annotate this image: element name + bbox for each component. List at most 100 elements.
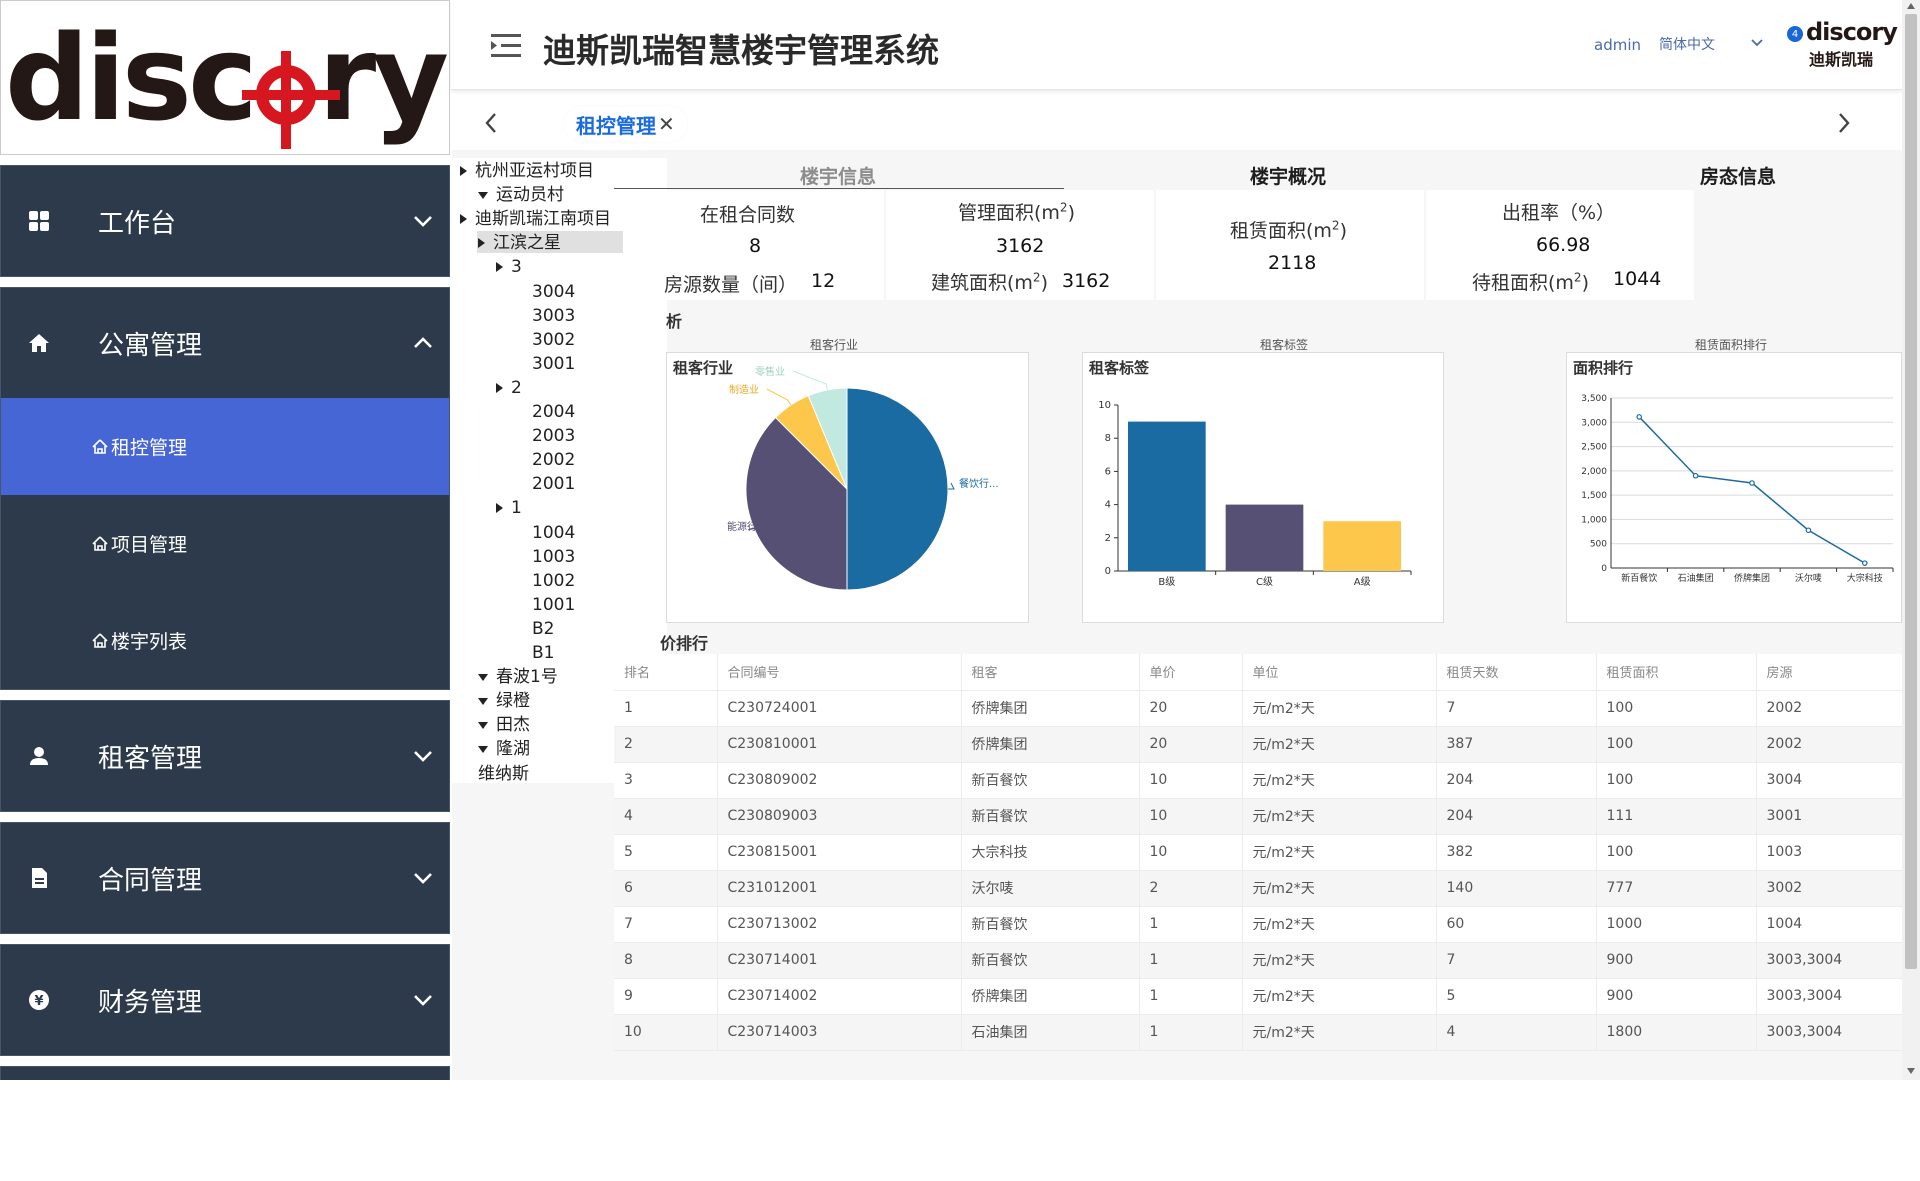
table-header-cell[interactable]: 合同编号 — [716, 654, 961, 691]
vertical-scrollbar[interactable] — [1902, 0, 1920, 1080]
tree-node[interactable]: 隆湖 — [478, 738, 530, 760]
caret-down-icon[interactable] — [478, 721, 488, 729]
x-tick-label: 石油集团 — [1678, 572, 1714, 584]
table-row[interactable]: 8 C230714001 新百餐饮 1 元/m2*天 7 900 3003,3004 — [614, 942, 1902, 979]
tree-node[interactable]: 1004 — [532, 522, 575, 544]
language-select[interactable]: 简体中文 — [1659, 37, 1715, 53]
y-tick-label: 3,500 — [1581, 394, 1607, 404]
tree-node[interactable]: 2002 — [532, 449, 575, 471]
tree-node[interactable]: 春波1号 — [478, 666, 558, 688]
scroll-up-icon[interactable] — [1907, 3, 1915, 9]
table-cell: 7 — [614, 906, 717, 943]
caret-right-icon[interactable] — [496, 262, 503, 273]
table-header-cell[interactable]: 单价 — [1138, 654, 1242, 691]
chevron-down-icon[interactable] — [1751, 38, 1763, 48]
pie-slice — [745, 416, 848, 591]
tree-node[interactable]: 3001 — [532, 353, 575, 375]
tab-underline — [614, 188, 1064, 189]
scrollbar-thumb[interactable] — [1905, 14, 1917, 969]
tree-node[interactable]: 3003 — [532, 305, 575, 327]
caret-right-icon[interactable] — [460, 166, 467, 176]
menu-toggle-icon[interactable] — [491, 32, 523, 60]
table-header-cell[interactable]: 租赁面积 — [1595, 654, 1756, 691]
caret-right-icon[interactable] — [478, 238, 485, 249]
table-row[interactable]: 6 C231012001 沃尔唛 2 元/m2*天 140 777 3002 — [614, 870, 1902, 907]
table-cell: 1 — [1138, 942, 1242, 979]
table-cell: 10 — [1138, 798, 1242, 835]
tree-node[interactable]: 1003 — [532, 546, 575, 568]
table-cell: 大宗科技 — [960, 834, 1139, 871]
menu-item-contract[interactable]: 合同管理 — [1, 823, 449, 933]
line-chart: 0 500 1,000 1,500 2,000 2,500 3,000 3,500 新百餐饮 石油… — [1581, 394, 1894, 584]
notification-badge[interactable]: 4 — [1787, 26, 1803, 42]
tree-node[interactable]: 田杰 — [478, 714, 530, 736]
tree-node[interactable]: B1 — [532, 642, 554, 664]
table-cell: 2 — [614, 726, 717, 763]
tab-building-overview[interactable]: 楼宇概况 — [1250, 166, 1327, 188]
close-icon[interactable]: ✕ — [658, 112, 675, 136]
tabs-scroll-right-button[interactable] — [1826, 105, 1862, 141]
table-row[interactable]: 1 C230724001 侨牌集团 20 元/m2*天 7 100 2002 — [614, 690, 1902, 727]
table-header-cell[interactable]: 单位 — [1241, 654, 1436, 691]
table-row[interactable]: 4 C230809003 新百餐饮 10 元/m2*天 204 111 3001 — [614, 798, 1902, 835]
tree-node[interactable]: 绿橙 — [478, 690, 530, 712]
tree-node[interactable]: 江滨之星 — [478, 232, 561, 254]
menu-item-apartment[interactable]: 公寓管理 — [1, 288, 449, 398]
submenu-item-project[interactable]: 项目管理 — [1, 495, 449, 592]
menu-item-finance[interactable]: ¥ 财务管理 — [1, 945, 449, 1055]
table-cell: 元/m2*天 — [1241, 798, 1436, 835]
tree-node[interactable]: 迪斯凯瑞江南项目 — [460, 208, 611, 230]
tree-node[interactable]: B2 — [532, 618, 554, 640]
caret-down-icon[interactable] — [478, 191, 488, 199]
menu-item-tenant[interactable]: 租客管理 — [1, 701, 449, 811]
tree-node[interactable]: 2 — [496, 377, 522, 399]
stat-value: 2118 — [1268, 252, 1317, 274]
bar — [1323, 521, 1401, 571]
y-tick-label: 0 — [1105, 566, 1111, 577]
table-cell: 60 — [1435, 906, 1596, 943]
tree-node[interactable]: 杭州亚运村项目 — [460, 160, 594, 182]
tree-node[interactable]: 1 — [496, 497, 522, 519]
caret-right-icon[interactable] — [496, 382, 503, 393]
caret-down-icon[interactable] — [478, 745, 488, 753]
caret-down-icon[interactable] — [478, 673, 488, 681]
table-row[interactable]: 2 C230810001 侨牌集团 20 元/m2*天 387 100 2002 — [614, 726, 1902, 763]
table-cell: 382 — [1435, 834, 1596, 871]
caret-right-icon[interactable] — [460, 214, 467, 225]
table-header-cell[interactable]: 租客 — [960, 654, 1139, 691]
table-row[interactable]: 7 C230713002 新百餐饮 1 元/m2*天 60 1000 1004 — [614, 906, 1902, 943]
tree-selection-highlight — [477, 231, 623, 253]
tab-room-status[interactable]: 房态信息 — [1700, 166, 1777, 188]
tree-node[interactable]: 2001 — [532, 473, 575, 495]
tabs-scroll-left-button[interactable] — [473, 105, 509, 141]
table-header-cell[interactable]: 排名 — [614, 654, 717, 691]
tree-node[interactable]: 2003 — [532, 425, 575, 447]
tree-node[interactable]: 2004 — [532, 401, 575, 423]
table-cell: 1 — [614, 690, 717, 727]
table-cell: C230724001 — [716, 690, 961, 727]
submenu-item-building-list[interactable]: 楼宇列表 — [1, 592, 449, 689]
caret-down-icon[interactable] — [478, 697, 488, 705]
tree-node[interactable]: 3 — [496, 256, 522, 278]
table-row[interactable]: 5 C230815001 大宗科技 10 元/m2*天 382 100 1003 — [614, 834, 1902, 871]
tree-node[interactable]: 1002 — [532, 570, 575, 592]
caret-right-icon[interactable] — [496, 503, 503, 514]
scroll-down-icon[interactable] — [1907, 1068, 1915, 1074]
table-cell: 20 — [1138, 690, 1242, 727]
stat-label: 租赁面积(m2) — [1230, 218, 1347, 242]
submenu-item-rent-control[interactable]: 租控管理 — [1, 398, 449, 495]
tree-node[interactable]: 3004 — [532, 281, 575, 303]
tree-node[interactable]: 运动员村 — [478, 184, 564, 206]
user-name[interactable]: admin — [1594, 36, 1641, 54]
tab-rent-control[interactable]: 租控管理 ✕ — [564, 106, 687, 142]
tree-node[interactable]: 3002 — [532, 329, 575, 351]
tree-node[interactable]: 1001 — [532, 594, 575, 616]
table-row[interactable]: 10 C230714003 石油集团 1 元/m2*天 4 1800 3003,3004 — [614, 1014, 1902, 1051]
menu-item-workbench[interactable]: 工作台 — [1, 166, 449, 276]
tree-node[interactable]: 维纳斯 — [478, 763, 529, 785]
table-header-cell[interactable]: 租赁天数 — [1435, 654, 1596, 691]
table-row[interactable]: 9 C230714002 侨牌集团 1 元/m2*天 5 900 3003,3004 — [614, 978, 1902, 1015]
table-header-cell[interactable]: 房源 — [1755, 654, 1902, 691]
table-row[interactable]: 3 C230809002 新百餐饮 10 元/m2*天 204 100 3004 — [614, 762, 1902, 799]
tab-building-info[interactable]: 楼宇信息 — [800, 166, 877, 188]
